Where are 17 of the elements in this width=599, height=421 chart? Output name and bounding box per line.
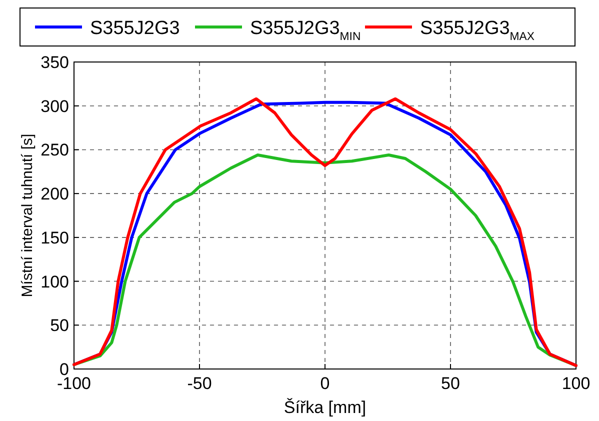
y-tick-label: 300: [40, 96, 69, 116]
legend-label: S355J2G3$_{MAX}$: [420, 18, 535, 43]
legend-label: S355J2G3: [90, 18, 180, 39]
x-tick-label: 50: [441, 374, 460, 393]
y-tick-label: 100: [40, 272, 69, 292]
x-tick-label: 100: [562, 374, 590, 393]
y-tick-label: 50: [50, 316, 69, 336]
y-tick-label: 150: [40, 228, 69, 248]
y-tick-label: 200: [40, 184, 69, 204]
y-tick-label: 350: [40, 53, 69, 72]
x-tick-label: 0: [320, 374, 330, 393]
x-axis-title: Šířka [mm]: [284, 398, 366, 417]
legend-label: S355J2G3$_{MIN}$: [250, 18, 361, 43]
x-tick-label: -100: [56, 374, 92, 393]
y-tick-label: 250: [40, 140, 69, 160]
y-axis-title: Místní interval tuhnutí [s]: [19, 134, 36, 298]
x-tick-label: -50: [187, 374, 212, 393]
